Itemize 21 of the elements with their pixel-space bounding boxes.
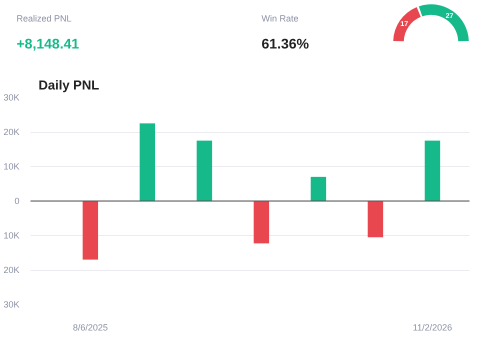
bar (368, 201, 384, 238)
y-tick-label: 30K (3, 92, 20, 102)
bar (140, 123, 156, 201)
bar (424, 140, 440, 201)
text: +8,148.41 (16, 36, 80, 52)
x-tick-label: 11/2/2026 (412, 322, 452, 332)
y-tick-label: 10K (3, 162, 20, 172)
x-tick-label: 8/6/2025 (72, 322, 108, 332)
y-tick-label: 10K (3, 230, 20, 240)
text: Realized PNL (16, 14, 72, 24)
bar (82, 201, 98, 260)
y-tick-label: 20K (3, 127, 20, 137)
y-tick-label: 0 (14, 196, 20, 206)
chart-title: Daily PNL (38, 78, 100, 92)
bar (254, 201, 270, 244)
y-tick-label: 20K (3, 265, 20, 275)
bar (196, 140, 212, 201)
y-tick-label: 30K (3, 300, 20, 310)
text: 61.36% (262, 36, 310, 52)
bar (310, 176, 326, 201)
text: Win Rate (262, 14, 299, 24)
